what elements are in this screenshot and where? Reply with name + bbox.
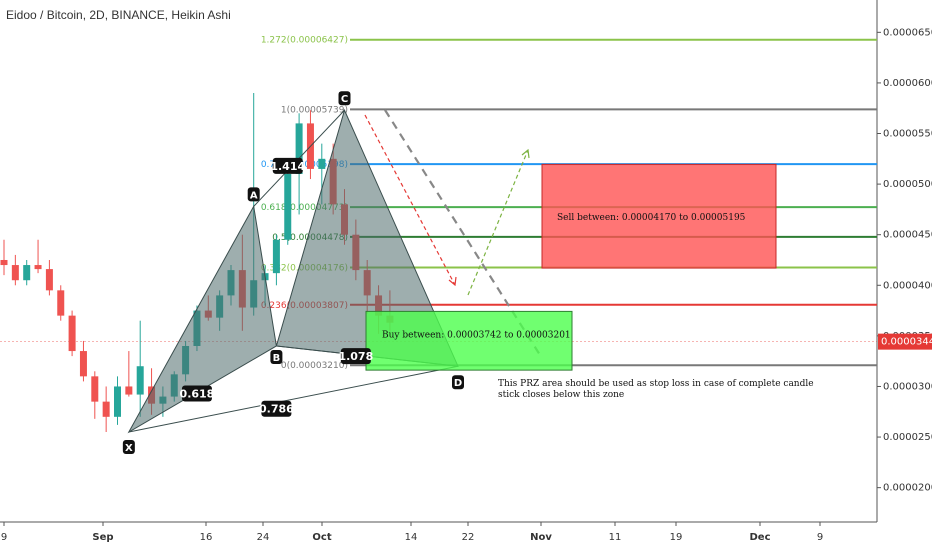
- price-tick-label: 0.00006000: [883, 78, 932, 89]
- prz-note-line: This PRZ area should be used as stop los…: [498, 379, 814, 389]
- time-tick-label: 19: [670, 532, 683, 543]
- candle-body: [125, 386, 133, 395]
- candle: [0, 239, 8, 276]
- candle: [91, 371, 99, 419]
- fib-label-0-786: 0.786(0.00005198): [261, 160, 348, 170]
- ratio-badge: [272, 157, 303, 174]
- fib-label-1-272: 1.272(0.00006427): [261, 36, 348, 46]
- candle-body: [102, 401, 110, 417]
- candle: [306, 110, 314, 180]
- point-label-a: A: [250, 190, 258, 201]
- time-tick-label: 9: [1, 532, 7, 543]
- candle-body: [23, 265, 31, 281]
- fib-label-1: 1(0.00005739): [281, 105, 348, 115]
- trade-zones: Sell between: 0.00004170 to 0.00005195 Bu…: [365, 163, 777, 371]
- candle: [57, 285, 65, 321]
- candle-body: [272, 239, 280, 274]
- point-badge-b: [270, 349, 283, 364]
- point-badge-d: [452, 375, 464, 390]
- time-tick-label: Dec: [749, 532, 770, 543]
- sell-zone-text: Sell between: 0.00004170 to 0.00005195: [557, 213, 746, 223]
- ratio-badge: [340, 348, 371, 365]
- candle: [125, 351, 133, 397]
- time-tick-label: 24: [257, 532, 270, 543]
- point-badge-x: [122, 439, 135, 454]
- candle: [136, 320, 144, 417]
- candle: [79, 340, 87, 382]
- candle: [114, 376, 121, 425]
- fib-label-0-618: 0.618(0.00004773): [261, 203, 348, 213]
- price-tick-label: 0.00005000: [883, 179, 932, 190]
- candle: [23, 259, 31, 286]
- ratio-label: 1.414: [270, 160, 305, 173]
- candle: [68, 310, 76, 357]
- ratio-label: 0.786: [259, 403, 294, 416]
- candle-body: [45, 269, 53, 291]
- candle-body: [136, 366, 144, 395]
- price-tick-label: 0.00003000: [883, 381, 932, 392]
- candle-body: [318, 158, 326, 169]
- candle-body: [57, 290, 65, 316]
- price-tick-label: 0.00002000: [883, 483, 932, 494]
- candle-body: [0, 259, 8, 266]
- time-tick-label: Sep: [92, 532, 113, 543]
- candle: [34, 239, 42, 274]
- candle-body: [114, 386, 121, 417]
- candle: [102, 386, 110, 432]
- candle: [272, 234, 280, 286]
- current-price-badge: [878, 333, 932, 350]
- chart-title: Eidoo / Bitcoin, 2D, BINANCE, Heikin Ash…: [6, 8, 231, 22]
- candle-body: [295, 123, 303, 174]
- candle-body: [91, 376, 99, 402]
- candle: [45, 259, 53, 296]
- sell-zone: [541, 163, 777, 269]
- green-projection-arrowhead: [521, 148, 530, 159]
- time-tick-label: 16: [200, 532, 213, 543]
- ratio-badge: [181, 385, 212, 402]
- time-tick-label: Nov: [530, 532, 552, 543]
- point-badge-a: [247, 187, 260, 202]
- harmonic-pattern: [127, 108, 541, 434]
- time-tick-label: 14: [405, 532, 418, 543]
- ratio-label: 0.618: [180, 388, 215, 401]
- prz-note-line: stick closes below this zone: [498, 390, 624, 400]
- time-tick-label: Oct: [312, 532, 331, 543]
- xd-line: [128, 365, 459, 433]
- time-tick-label: 22: [462, 532, 475, 543]
- candle-body: [68, 315, 76, 352]
- price-tick-label: 0.00004000: [883, 280, 932, 291]
- point-label-b: B: [273, 353, 281, 364]
- price-tick-label: 0.00004500: [883, 230, 932, 241]
- price-tick-label: 0.00005500: [883, 129, 932, 140]
- point-label-d: D: [454, 378, 462, 389]
- candle-body: [34, 265, 42, 270]
- time-tick-label: 11: [609, 532, 622, 543]
- candle-body: [284, 173, 292, 240]
- candle-body: [79, 351, 87, 377]
- candle: [11, 254, 19, 286]
- price-axis-bg: [877, 0, 932, 550]
- fib-label-0: 0(0.00003210): [281, 361, 348, 371]
- price-tick-label: 0.00006500: [883, 27, 932, 38]
- price-tick-label: 0.00002500: [883, 432, 932, 443]
- point-badge-c: [338, 91, 351, 106]
- current-price-label: 0.00003443: [881, 337, 932, 348]
- time-tick-label: 9: [817, 532, 823, 543]
- buy-zone: [365, 310, 573, 371]
- ratio-badge: [261, 400, 292, 417]
- buy-zone-text: Buy between: 0.00003742 to 0.00003201: [382, 330, 571, 340]
- red-projection-arrowhead: [448, 276, 457, 287]
- ratio-label: 1.078: [338, 350, 373, 363]
- candle: [284, 163, 292, 245]
- green-projection-line: [467, 149, 529, 296]
- point-label-x: X: [125, 443, 133, 454]
- candle-body: [11, 265, 19, 281]
- labels: X A B C D 0.618 1.414 0.786 1.078 This PRZ area s…: [122, 91, 814, 454]
- point-label-c: C: [341, 94, 348, 105]
